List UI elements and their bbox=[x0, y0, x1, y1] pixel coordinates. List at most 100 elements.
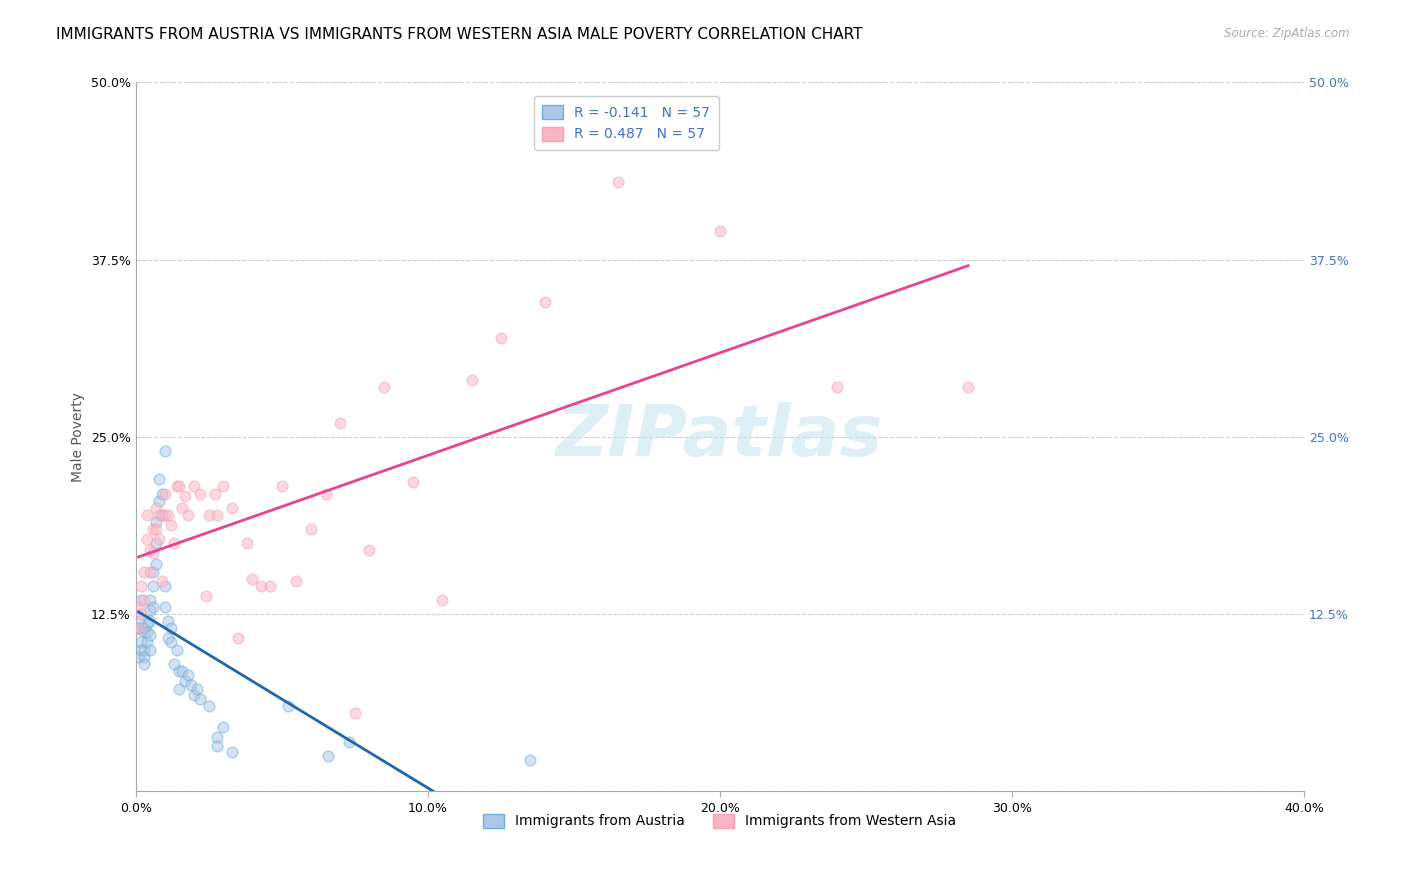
Point bbox=[128, 614, 150, 628]
Point bbox=[169, 479, 191, 493]
Point bbox=[166, 479, 188, 493]
Text: ZIPatlas: ZIPatlas bbox=[557, 402, 883, 471]
Point bbox=[212, 479, 235, 493]
Point bbox=[169, 664, 191, 678]
Point bbox=[183, 479, 205, 493]
Point bbox=[315, 486, 337, 500]
Point bbox=[159, 621, 181, 635]
Point bbox=[489, 330, 512, 344]
Point bbox=[145, 515, 167, 529]
Point bbox=[250, 579, 273, 593]
Point bbox=[131, 642, 153, 657]
Point bbox=[329, 416, 352, 430]
Point bbox=[177, 668, 200, 682]
Point bbox=[166, 642, 188, 657]
Point bbox=[359, 543, 381, 558]
Point bbox=[139, 642, 162, 657]
Point bbox=[134, 642, 156, 657]
Point bbox=[172, 664, 194, 678]
Point bbox=[150, 574, 173, 589]
Point bbox=[134, 593, 156, 607]
Point bbox=[142, 599, 165, 614]
Point bbox=[177, 508, 200, 522]
Point bbox=[142, 565, 165, 579]
Point bbox=[299, 522, 322, 536]
Point bbox=[174, 673, 197, 688]
Point bbox=[188, 486, 211, 500]
Point bbox=[134, 625, 156, 640]
Point bbox=[148, 493, 170, 508]
Point bbox=[172, 500, 194, 515]
Text: IMMIGRANTS FROM AUSTRIA VS IMMIGRANTS FROM WESTERN ASIA MALE POVERTY CORRELATION: IMMIGRANTS FROM AUSTRIA VS IMMIGRANTS FR… bbox=[56, 27, 863, 42]
Point bbox=[226, 631, 249, 645]
Point bbox=[270, 479, 292, 493]
Point bbox=[128, 621, 150, 635]
Point bbox=[533, 295, 555, 310]
Point bbox=[159, 517, 181, 532]
Point bbox=[183, 688, 205, 702]
Point bbox=[145, 536, 167, 550]
Point bbox=[142, 546, 165, 560]
Point bbox=[139, 593, 162, 607]
Point bbox=[432, 593, 454, 607]
Point bbox=[136, 508, 159, 522]
Point bbox=[131, 593, 153, 607]
Point bbox=[337, 734, 360, 748]
Point bbox=[153, 444, 176, 458]
Point bbox=[207, 739, 229, 753]
Point bbox=[825, 380, 848, 394]
Point bbox=[162, 657, 184, 671]
Point bbox=[156, 631, 179, 645]
Point bbox=[139, 603, 162, 617]
Point bbox=[139, 628, 162, 642]
Point bbox=[318, 748, 340, 763]
Point bbox=[142, 522, 165, 536]
Point bbox=[194, 589, 217, 603]
Point bbox=[373, 380, 395, 394]
Point bbox=[204, 486, 226, 500]
Point bbox=[153, 599, 176, 614]
Point bbox=[519, 753, 541, 767]
Point bbox=[145, 522, 167, 536]
Y-axis label: Male Poverty: Male Poverty bbox=[72, 392, 86, 482]
Point bbox=[148, 532, 170, 546]
Point bbox=[156, 508, 179, 522]
Point bbox=[136, 625, 159, 640]
Point bbox=[221, 745, 243, 759]
Text: Source: ZipAtlas.com: Source: ZipAtlas.com bbox=[1225, 27, 1350, 40]
Point bbox=[221, 500, 243, 515]
Point bbox=[150, 508, 173, 522]
Point bbox=[128, 621, 150, 635]
Point bbox=[159, 635, 181, 649]
Point bbox=[242, 572, 264, 586]
Point bbox=[174, 489, 197, 503]
Point bbox=[162, 536, 184, 550]
Point bbox=[606, 175, 628, 189]
Point bbox=[460, 373, 482, 387]
Legend: Immigrants from Austria, Immigrants from Western Asia: Immigrants from Austria, Immigrants from… bbox=[478, 808, 962, 834]
Point bbox=[150, 486, 173, 500]
Point bbox=[153, 508, 176, 522]
Point bbox=[128, 599, 150, 614]
Point bbox=[131, 635, 153, 649]
Point bbox=[169, 682, 191, 697]
Point bbox=[957, 380, 980, 394]
Point bbox=[134, 657, 156, 671]
Point bbox=[136, 635, 159, 649]
Point bbox=[402, 475, 425, 490]
Point bbox=[186, 682, 208, 697]
Point bbox=[148, 508, 170, 522]
Point bbox=[235, 536, 257, 550]
Point bbox=[131, 579, 153, 593]
Point bbox=[153, 579, 176, 593]
Point bbox=[709, 224, 731, 238]
Point bbox=[139, 614, 162, 628]
Point bbox=[207, 731, 229, 745]
Point bbox=[134, 649, 156, 664]
Point bbox=[128, 621, 150, 635]
Point bbox=[148, 472, 170, 486]
Point bbox=[145, 558, 167, 572]
Point bbox=[197, 508, 219, 522]
Point bbox=[139, 565, 162, 579]
Point bbox=[153, 486, 176, 500]
